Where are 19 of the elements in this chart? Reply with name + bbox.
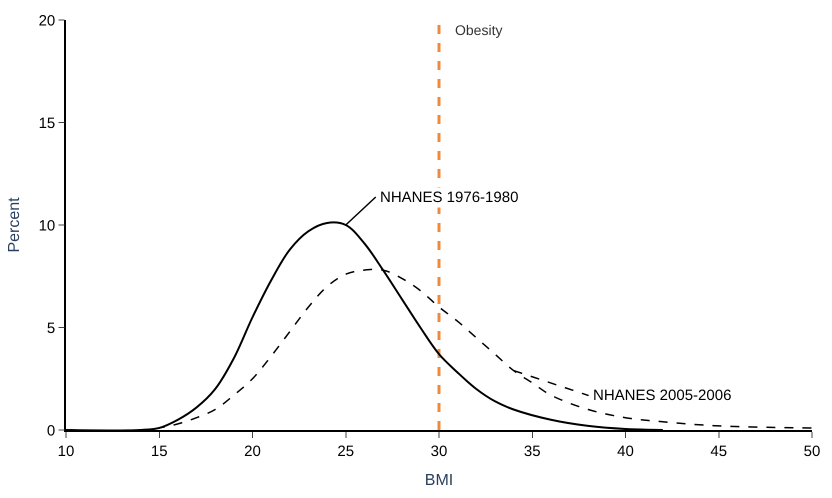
- x-axis-title: BMI: [424, 472, 454, 489]
- x-tick-label: 25: [337, 442, 354, 460]
- series-label: NHANES 2005-2006: [593, 387, 732, 404]
- y-tick-label: 0: [46, 422, 56, 440]
- x-tick-label: 20: [244, 442, 261, 460]
- x-tick-label: 40: [617, 442, 634, 460]
- ref-line-label: Obesity: [455, 22, 502, 38]
- y-tick-label: 20: [38, 12, 56, 30]
- x-tick-label: 10: [58, 442, 74, 460]
- text: NHANES 1976-1980: [380, 189, 518, 206]
- x-tick-label: 30: [430, 442, 448, 460]
- x-tick-label: 35: [524, 442, 541, 460]
- x-tick-label: 45: [710, 442, 728, 460]
- x-tick-label: 50: [804, 442, 820, 460]
- x-tick-label: 15: [150, 442, 168, 460]
- y-tick-label: 10: [38, 217, 56, 234]
- y-tick-label: 5: [46, 320, 56, 337]
- y-tick-label: 15: [38, 114, 56, 132]
- y-axis-title: Percent: [6, 196, 23, 253]
